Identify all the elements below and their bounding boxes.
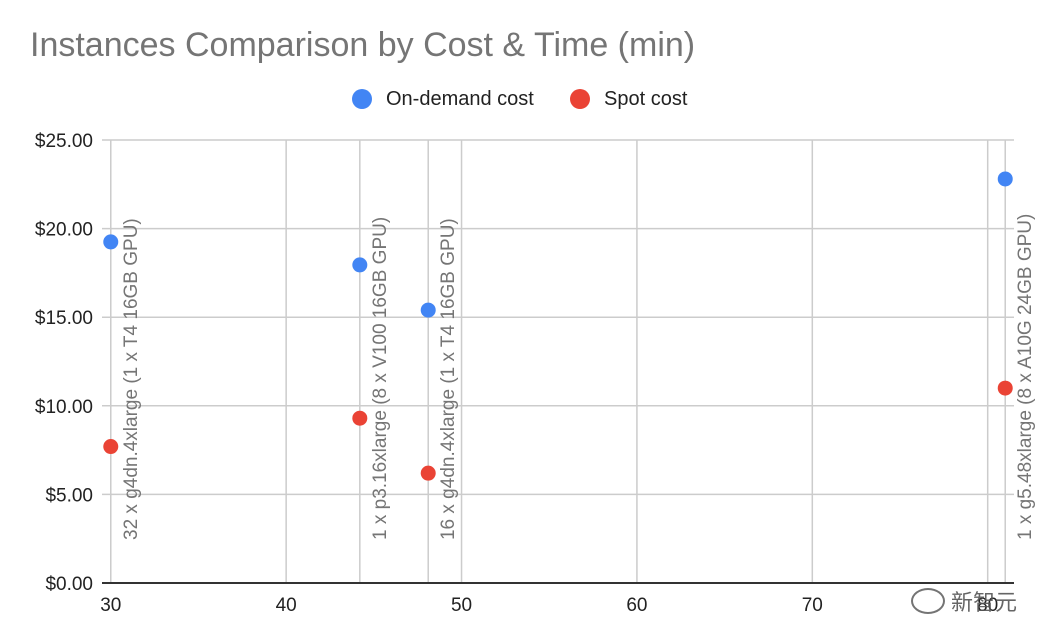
- annotation-label: 1 x p3.16xlarge (8 x V100 16GB GPU): [370, 217, 391, 540]
- legend-marker-on-demand: [352, 89, 372, 109]
- y-tick-label: $10.00: [35, 397, 93, 418]
- spot-point: [997, 380, 1013, 396]
- spot-point: [352, 410, 368, 426]
- x-tick-label: 70: [802, 595, 823, 616]
- legend-item-on-demand[interactable]: On-demand cost: [352, 84, 534, 114]
- spot-point: [420, 465, 436, 481]
- legend-marker-spot: [570, 89, 590, 109]
- legend-label-spot: Spot cost: [604, 87, 688, 110]
- x-tick-label: 80: [977, 595, 998, 616]
- y-tick-label: $0.00: [45, 574, 93, 595]
- on-demand-point: [352, 257, 368, 273]
- x-tick-label: 50: [451, 595, 472, 616]
- legend-label-on-demand: On-demand cost: [386, 87, 534, 110]
- y-tick-label: $20.00: [35, 220, 93, 241]
- x-tick-label: 30: [100, 595, 121, 616]
- chart-title: Instances Comparison by Cost & Time (min…: [30, 26, 696, 64]
- on-demand-point: [997, 171, 1013, 187]
- annotation-label: 16 x g4dn.4xlarge (1 x T4 16GB GPU): [438, 218, 459, 540]
- watermark: 新智元: [910, 585, 1017, 617]
- on-demand-point: [420, 302, 436, 318]
- wechat-logo-icon: [910, 588, 945, 614]
- annotation-label: 1 x g5.48xlarge (8 x A10G 24GB GPU): [1015, 214, 1036, 540]
- annotation-label: 32 x g4dn.4xlarge (1 x T4 16GB GPU): [121, 218, 142, 540]
- y-tick-label: $15.00: [35, 308, 93, 329]
- x-tick-label: 60: [626, 595, 647, 616]
- y-tick-label: $25.00: [35, 131, 93, 152]
- spot-point: [103, 439, 119, 455]
- on-demand-point: [103, 234, 119, 250]
- legend-item-spot[interactable]: Spot cost: [570, 84, 687, 114]
- watermark-text: 新智元: [950, 590, 1017, 615]
- legend: On-demand cost Spot cost: [0, 84, 1047, 114]
- y-tick-label: $5.00: [45, 485, 93, 506]
- x-tick-label: 40: [276, 595, 297, 616]
